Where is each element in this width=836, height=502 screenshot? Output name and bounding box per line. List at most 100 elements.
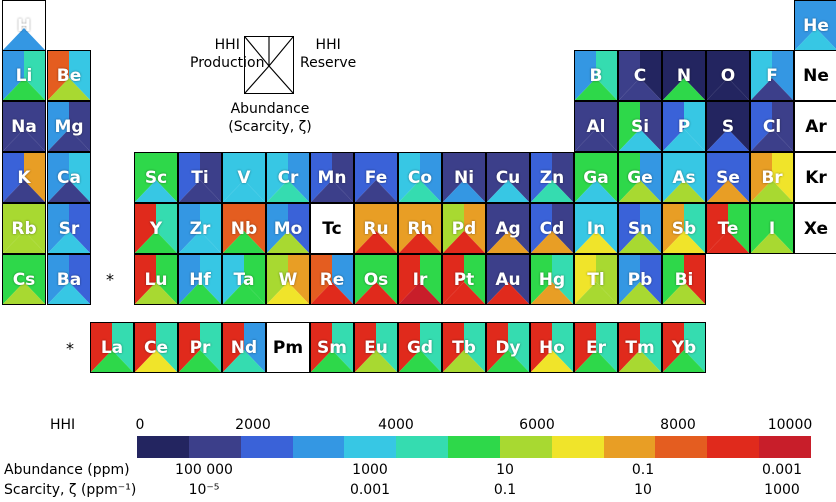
abundance-region (3, 77, 45, 100)
element-symbol: Rb (11, 218, 37, 239)
element-tile-graphic (575, 323, 617, 372)
hhi-reserve-region (69, 204, 90, 253)
hhi-production-region (399, 323, 420, 372)
element-cell-w: W (266, 254, 310, 305)
hhi-production-region (443, 204, 464, 253)
hhi-reserve-line1: HHI (315, 37, 341, 53)
hhi-production-region (487, 255, 508, 304)
abundance-region (707, 77, 749, 100)
element-tile-graphic (795, 51, 836, 100)
abundance-region (48, 179, 90, 202)
abundance-region (707, 179, 749, 202)
hhi-production-region (267, 323, 288, 372)
hhi-production-region (575, 204, 596, 253)
scarcity-tick-label: 10 (634, 482, 652, 498)
element-symbol: Cr (277, 167, 299, 188)
element-cell-h: H (2, 0, 46, 51)
element-cell-si: Si (618, 101, 662, 152)
element-symbol: Tl (587, 269, 605, 290)
abundance-region (575, 281, 617, 304)
hhi-reserve-region (24, 153, 45, 202)
hhi-production-region (267, 153, 288, 202)
hhi-reserve-region (552, 255, 573, 304)
abundance-region (751, 128, 793, 151)
element-tile-graphic (311, 204, 353, 253)
element-symbol: Lu (144, 269, 168, 290)
element-symbol: K (17, 167, 31, 188)
element-cell-bi: Bi (662, 254, 706, 305)
hhi-production-region (48, 153, 69, 202)
element-cell-sm: Sm (310, 322, 354, 373)
hhi-reserve-region (596, 323, 617, 372)
element-symbol: Se (716, 167, 740, 188)
hhi-reserve-region (640, 102, 661, 151)
element-tile-graphic (399, 255, 441, 304)
hhi-production-region (575, 102, 596, 151)
element-symbol: Tc (322, 218, 342, 239)
hhi-production-region (223, 153, 244, 202)
abundance-tick-label: 1000 (352, 462, 388, 478)
hhi-production-region (135, 204, 156, 253)
abundance-region (663, 77, 705, 100)
abundance-region (135, 281, 177, 304)
scale-segment (344, 436, 397, 458)
element-cell-sr: Sr (47, 203, 91, 254)
abundance-region (3, 27, 45, 50)
element-tile-graphic (135, 204, 177, 253)
element-tile-graphic (663, 323, 705, 372)
hhi-reserve-region (24, 255, 45, 304)
element-cell-hf: Hf (178, 254, 222, 305)
hhi-tick-label: 6000 (519, 417, 555, 433)
element-tile-graphic (707, 204, 749, 253)
element-tile-graphic (443, 323, 485, 372)
element-symbol: Cu (495, 167, 521, 188)
element-cell-k: K (2, 152, 46, 203)
abundance-region (399, 230, 441, 253)
element-tile-graphic (179, 323, 221, 372)
element-tile-graphic (575, 204, 617, 253)
hhi-reserve-region (684, 102, 705, 151)
hhi-production-region (443, 255, 464, 304)
hhi-reserve-region (596, 204, 617, 253)
element-cell-sb: Sb (662, 203, 706, 254)
element-symbol: Eu (364, 337, 388, 358)
element-symbol: Li (15, 65, 33, 86)
abundance-region (311, 349, 353, 372)
abundance-region (3, 230, 45, 253)
abundance-region (48, 230, 90, 253)
hhi-tick-label: 8000 (660, 417, 696, 433)
hhi-production-region (575, 255, 596, 304)
element-cell-mg: Mg (47, 101, 91, 152)
element-cell-nb: Nb (222, 203, 266, 254)
hhi-reserve-region (728, 102, 749, 151)
hhi-reserve-region (816, 204, 836, 252)
element-symbol: Sm (317, 337, 347, 358)
element-cell-pb: Pb (618, 254, 662, 305)
element-tile-graphic (91, 323, 133, 372)
element-cell-na: Na (2, 101, 46, 152)
hhi-production-region (751, 204, 772, 253)
element-cell-rh: Rh (398, 203, 442, 254)
abundance-region (663, 128, 705, 151)
element-tile-graphic (663, 102, 705, 151)
element-symbol: Re (319, 269, 345, 290)
element-symbol: Mo (273, 218, 303, 239)
hhi-reserve-region (24, 1, 45, 50)
hhi-production-region (443, 153, 464, 202)
element-cell-fe: Fe (354, 152, 398, 203)
abundance-region (795, 27, 836, 50)
scale-segment (499, 436, 552, 458)
element-symbol: Au (495, 269, 521, 290)
element-cell-ru: Ru (354, 203, 398, 254)
element-cell-b: B (574, 50, 618, 101)
element-cell-cr: Cr (266, 152, 310, 203)
element-cell-eu: Eu (354, 322, 398, 373)
element-tile-graphic (48, 255, 90, 304)
hhi-reserve-region (816, 1, 836, 49)
element-cell-v: V (222, 152, 266, 203)
element-tile-graphic (311, 153, 353, 202)
hhi-reserve-region (244, 323, 265, 372)
hhi-reserve-region (596, 153, 617, 202)
element-symbol: S (721, 116, 735, 137)
scale-segment (240, 436, 293, 458)
